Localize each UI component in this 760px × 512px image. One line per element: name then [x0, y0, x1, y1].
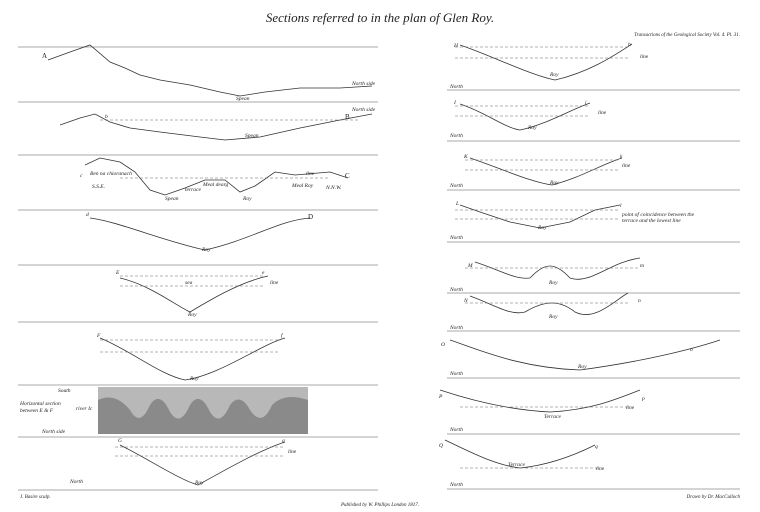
label: Roy: [537, 225, 547, 231]
label: c: [80, 173, 83, 179]
label: f: [281, 332, 284, 339]
label: m: [640, 263, 644, 269]
label: North side: [41, 429, 66, 435]
label: Meal Roy: [291, 183, 314, 189]
label: line: [596, 466, 605, 472]
label: Roy: [189, 376, 199, 382]
label: Spean: [165, 196, 179, 202]
label: Roy: [549, 180, 559, 186]
label: M: [467, 263, 473, 269]
label: South: [58, 388, 71, 394]
label: Q: [439, 443, 443, 449]
label: Terrace: [508, 462, 525, 468]
label: S.S.E.: [92, 184, 105, 190]
label: between E & F: [20, 408, 54, 414]
label: d: [86, 212, 89, 218]
label: p: [641, 396, 645, 402]
label: F: [96, 333, 101, 339]
label: L: [455, 201, 459, 207]
label: h: [628, 42, 631, 48]
section-labels: A North side Spean North side b B Spean …: [19, 42, 695, 488]
label: O: [441, 342, 445, 348]
label: Horizontal section: [19, 401, 61, 407]
label: Roy: [201, 247, 211, 253]
label: Roy: [548, 280, 558, 286]
profiles: [47, 43, 721, 486]
label: b: [105, 114, 108, 120]
label: Terrace: [544, 414, 561, 420]
label: line: [622, 163, 631, 169]
label: o: [690, 347, 693, 353]
label: q: [595, 444, 598, 450]
label: sea: [185, 280, 193, 286]
label: Meal dearg: [202, 182, 229, 188]
label: Roy: [242, 196, 252, 202]
label: line: [288, 449, 297, 455]
label: B: [345, 113, 350, 121]
label: E: [115, 270, 120, 276]
label: line: [626, 405, 635, 411]
label: n: [638, 298, 641, 304]
label: North: [449, 325, 463, 331]
label: North: [449, 371, 463, 377]
label: Roy: [527, 125, 537, 131]
label: l: [620, 203, 622, 209]
label: Roy: [194, 480, 204, 486]
label: g: [282, 438, 285, 444]
label: North: [449, 84, 463, 90]
label: Roy: [187, 312, 197, 318]
label: line: [306, 171, 315, 177]
label: terrace: [185, 187, 201, 193]
label: North: [449, 183, 463, 189]
label: Ben na chioranach: [90, 171, 132, 177]
section-relief: [98, 396, 308, 434]
label: A: [42, 52, 47, 60]
label: G: [118, 438, 122, 444]
label: North: [449, 482, 463, 488]
label: D: [308, 213, 313, 221]
footer-left: J. Basire sculp.: [20, 495, 51, 500]
label: C: [345, 172, 350, 180]
label: Roy: [548, 314, 558, 320]
label: Spean: [236, 96, 250, 102]
label: North: [449, 287, 463, 293]
label: I: [453, 100, 457, 106]
label: i: [585, 100, 587, 106]
label: North: [449, 133, 463, 139]
label: North side: [351, 107, 376, 113]
label: line: [640, 54, 649, 60]
dividers: [18, 46, 740, 491]
label: terrace and the lowest line: [622, 218, 681, 224]
label: Roy: [577, 364, 587, 370]
label: point of coincidence between the: [621, 211, 695, 218]
label: river Ic: [76, 406, 93, 412]
label: N: [463, 298, 468, 304]
label: North: [449, 427, 463, 433]
title: Sections referred to in the plan of Glen…: [266, 10, 494, 25]
label: Spean: [245, 133, 259, 139]
footer-right: Drawn by Dr. MacCulloch: [686, 495, 741, 500]
label: k: [620, 154, 623, 160]
label: N.N.W.: [325, 185, 342, 191]
label: line: [598, 110, 607, 116]
label: North: [449, 235, 463, 241]
footer-center: Published by W. Phillips London 1817.: [340, 503, 419, 508]
label: Roy: [549, 72, 559, 78]
plate-note: Transactions of the Geological Society V…: [634, 33, 740, 38]
label: North side: [351, 81, 376, 87]
label: P: [438, 394, 443, 400]
label: e: [262, 270, 265, 276]
label: line: [270, 280, 279, 286]
label: K: [463, 154, 468, 160]
label: North: [69, 479, 83, 485]
label: H: [453, 43, 459, 49]
